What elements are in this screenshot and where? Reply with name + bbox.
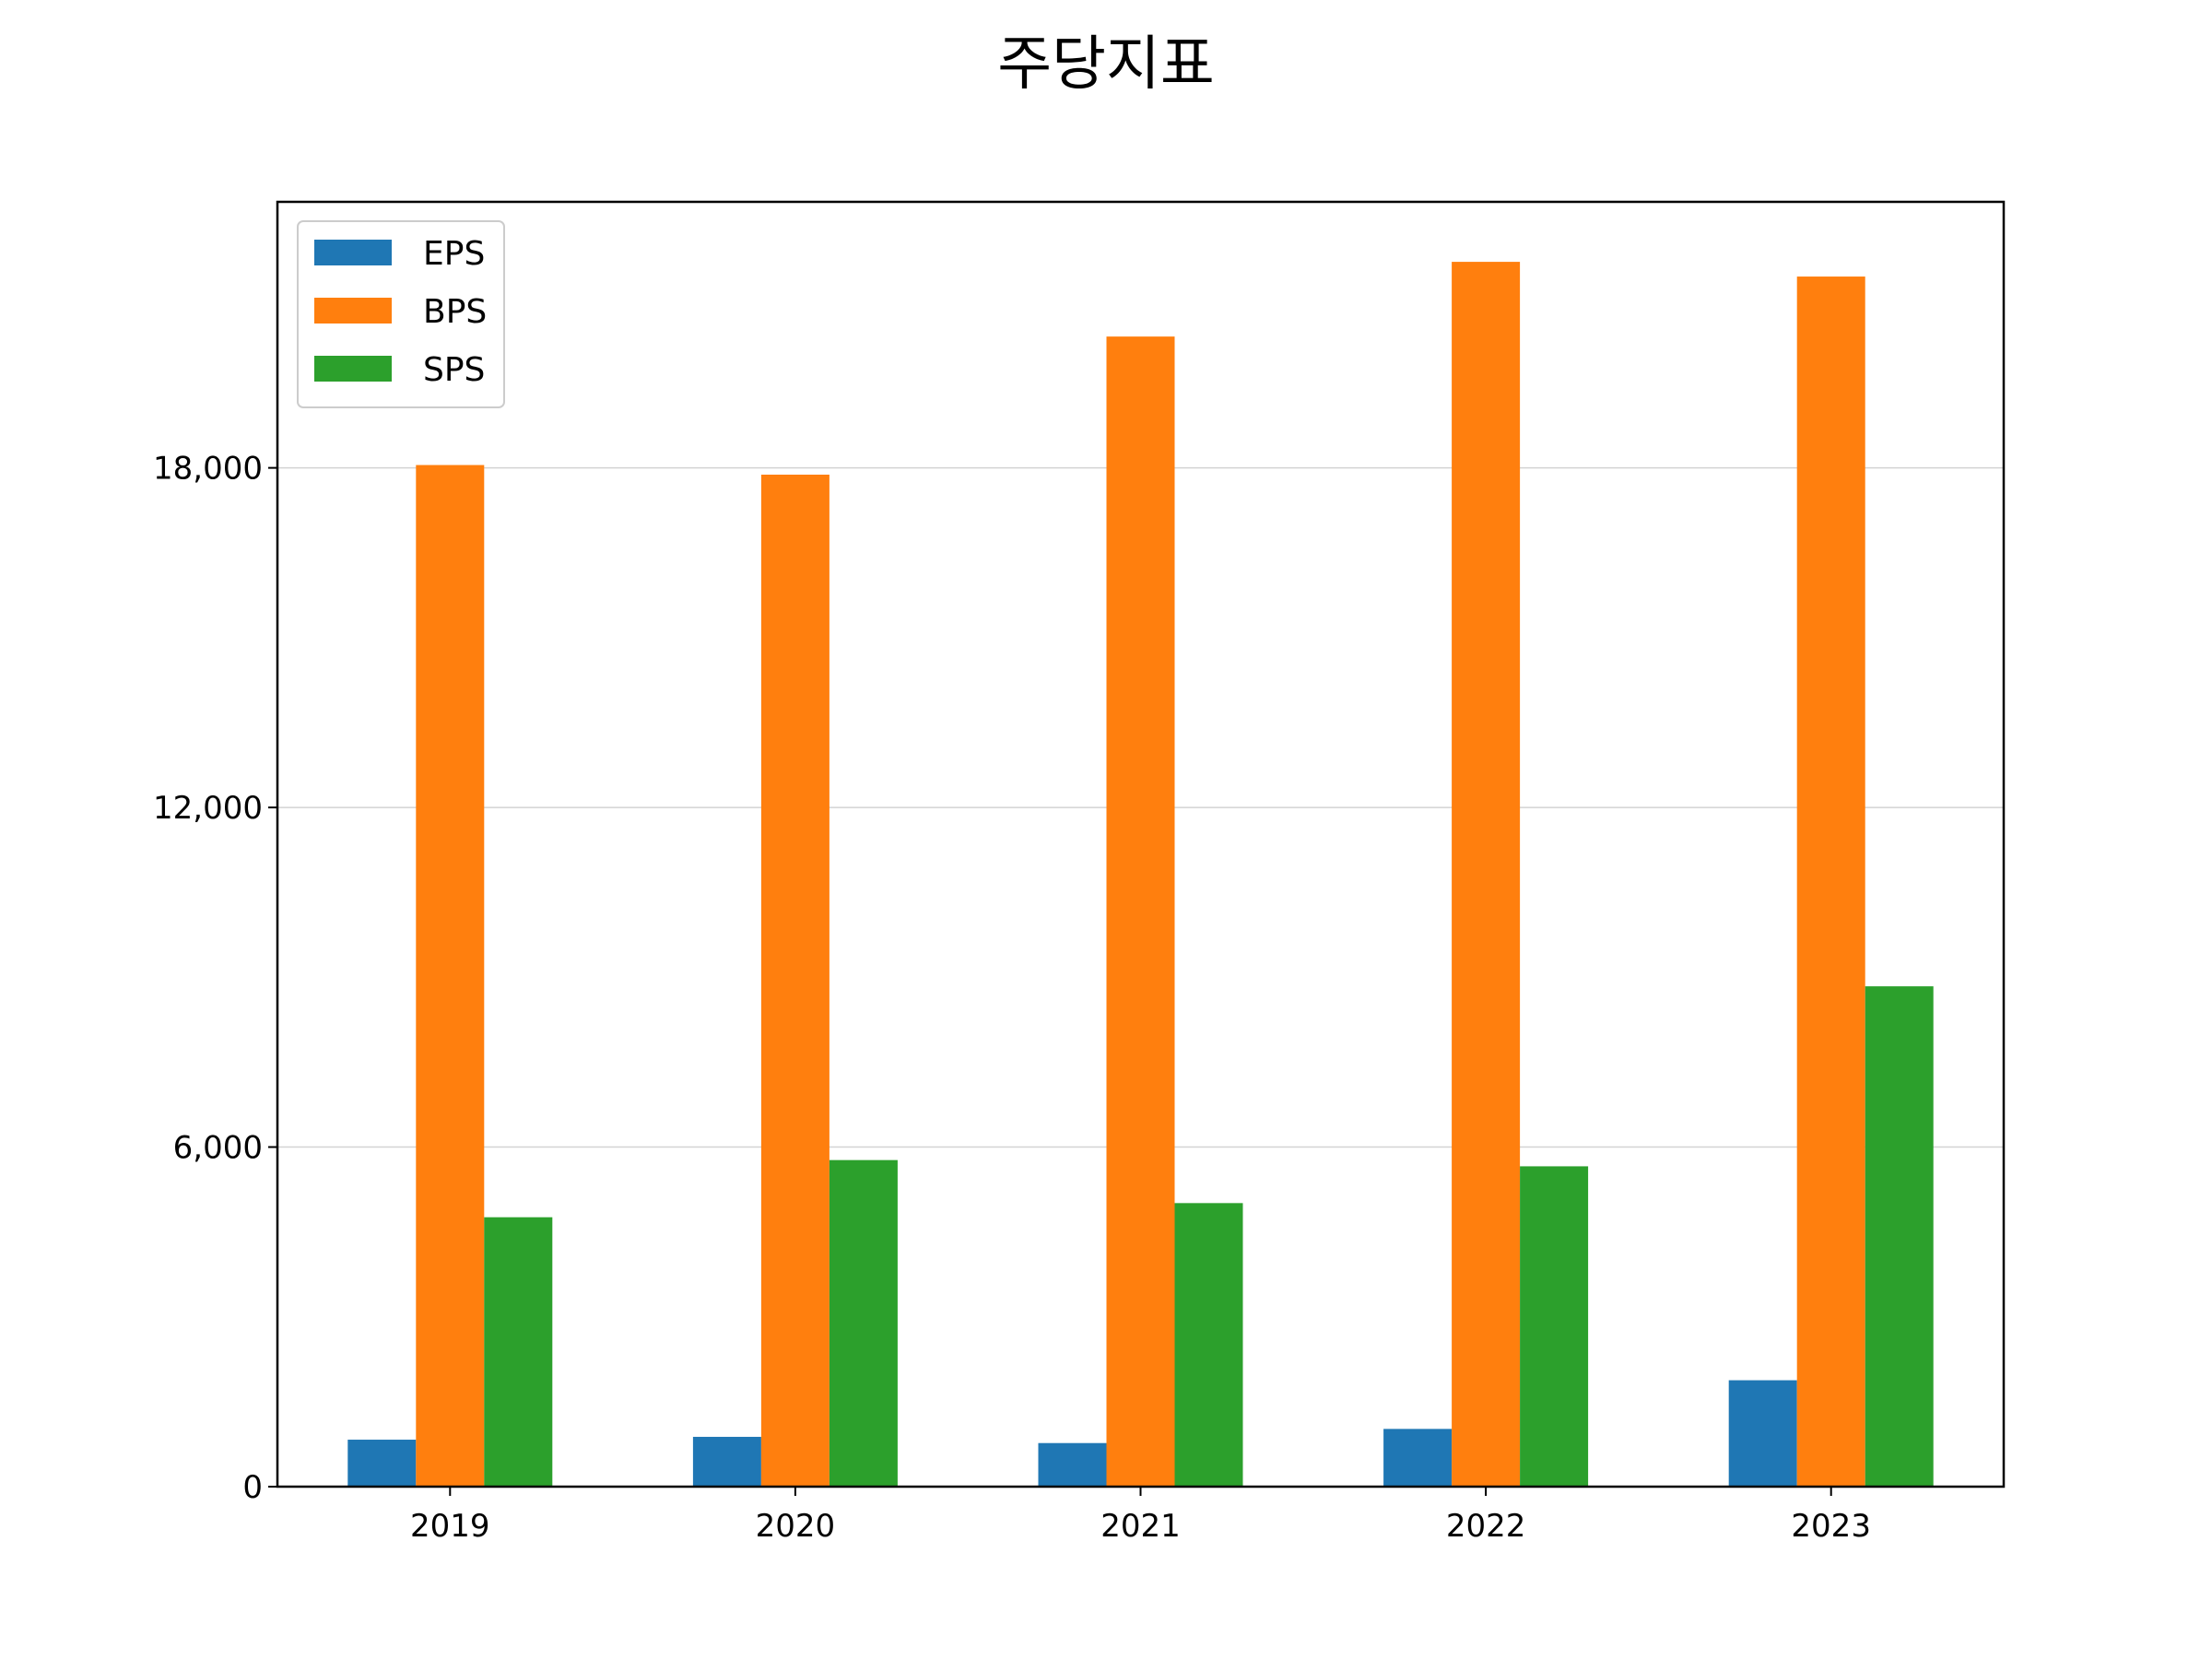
bar-eps-2022 <box>1383 1429 1453 1487</box>
bar-sps-2023 <box>1865 986 1934 1487</box>
bar-bps-2021 <box>1106 336 1175 1488</box>
x-tick-label: 2019 <box>410 1508 490 1545</box>
legend: EPS BPS SPS <box>297 220 505 408</box>
legend-label-bps: BPS <box>423 293 487 331</box>
y-axis: 0 6,000 12,000 18,000 <box>153 451 277 1506</box>
x-tick-label: 2022 <box>1446 1508 1526 1545</box>
bar-sps-2022 <box>1520 1166 1589 1487</box>
bar-eps-2023 <box>1728 1380 1797 1487</box>
x-tick-label: 2023 <box>1791 1508 1871 1545</box>
bar-sps-2019 <box>484 1217 553 1487</box>
bar-sps-2020 <box>829 1159 898 1487</box>
bar-eps-2020 <box>692 1436 761 1487</box>
legend-label-sps: SPS <box>423 351 485 389</box>
legend-swatch-sps <box>314 356 392 382</box>
bar-bps-2019 <box>416 465 485 1487</box>
legend-swatch-eps <box>314 240 392 265</box>
legend-label-eps: EPS <box>423 235 485 273</box>
x-axis: 2019 2020 2021 2022 2023 <box>410 1487 1871 1545</box>
bar-sps-2021 <box>1174 1203 1243 1487</box>
y-tick-label: 6,000 <box>173 1130 263 1167</box>
bars <box>347 262 1934 1488</box>
bar-bps-2020 <box>760 474 830 1488</box>
y-tick-label: 18,000 <box>153 451 263 488</box>
chart-title: 주당지표 <box>997 30 1215 99</box>
legend-swatch-bps <box>314 298 392 324</box>
bar-eps-2021 <box>1038 1442 1107 1487</box>
bar-bps-2022 <box>1452 262 1521 1488</box>
x-tick-label: 2020 <box>756 1508 836 1545</box>
x-tick-label: 2021 <box>1100 1508 1181 1545</box>
bar-eps-2019 <box>347 1440 417 1487</box>
y-tick-label: 0 <box>242 1469 263 1506</box>
y-tick-label: 12,000 <box>153 790 263 827</box>
bar-bps-2023 <box>1796 276 1865 1487</box>
